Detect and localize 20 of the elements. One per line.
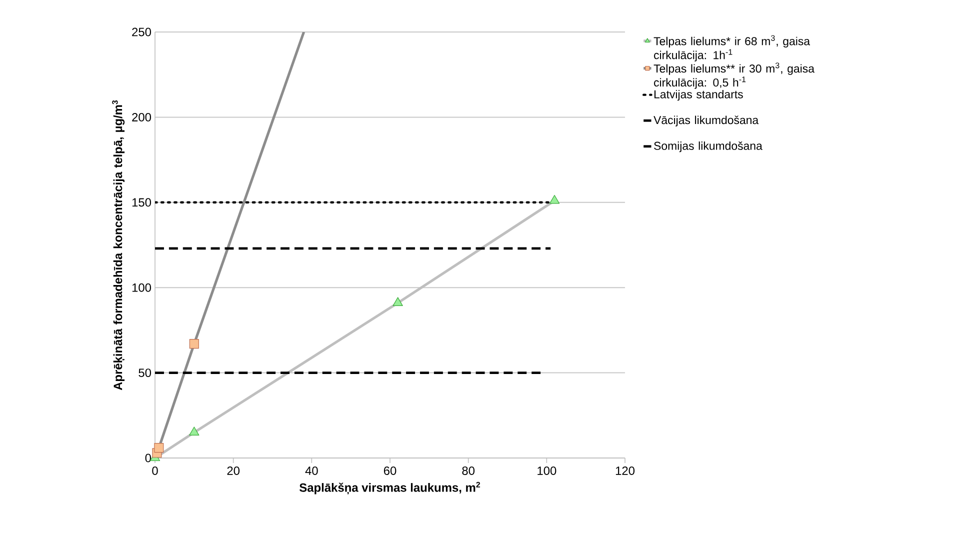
y-tick-label: 50 <box>138 368 152 378</box>
y-tick-label: 0 <box>145 454 152 462</box>
x-tick-label: 80 <box>462 466 475 475</box>
x-tick-label: 100 <box>538 466 556 475</box>
y-tick-label: 200 <box>132 112 152 122</box>
text: Telpas lielums** ir 30 m$^{3}$, gaisa cirkulācija: 0,5 h$^{-1}$ <box>654 62 814 89</box>
y-axis-title: Aprēķinātā formadehīda koncentrācija telpā, µg/m$^{3}$ <box>112 100 125 390</box>
legend-label: Vācijas likumdošana <box>654 116 759 126</box>
legend-label: Latvijas standarts <box>654 90 743 101</box>
y-tick-label: 250 <box>132 28 152 36</box>
legend-label: Somijas likumdošana <box>654 141 762 152</box>
text: Telpas lielums* ir 68 m$^{3}$, gaisa cirkulācija: 1h$^{-1}$ <box>654 35 810 62</box>
y-tick-label: 150 <box>132 198 152 207</box>
x-tick-label: 120 <box>616 466 635 475</box>
x-tick-label: 0 <box>152 466 158 475</box>
x-tick-label: 40 <box>305 466 318 475</box>
y-tick-label: 100 <box>132 283 152 292</box>
x-tick-label: 60 <box>384 466 396 475</box>
x-axis-title: Saplākšņa virsmas laukums, m$^{2}$ <box>300 482 480 494</box>
x-tick-label: 20 <box>227 466 240 475</box>
